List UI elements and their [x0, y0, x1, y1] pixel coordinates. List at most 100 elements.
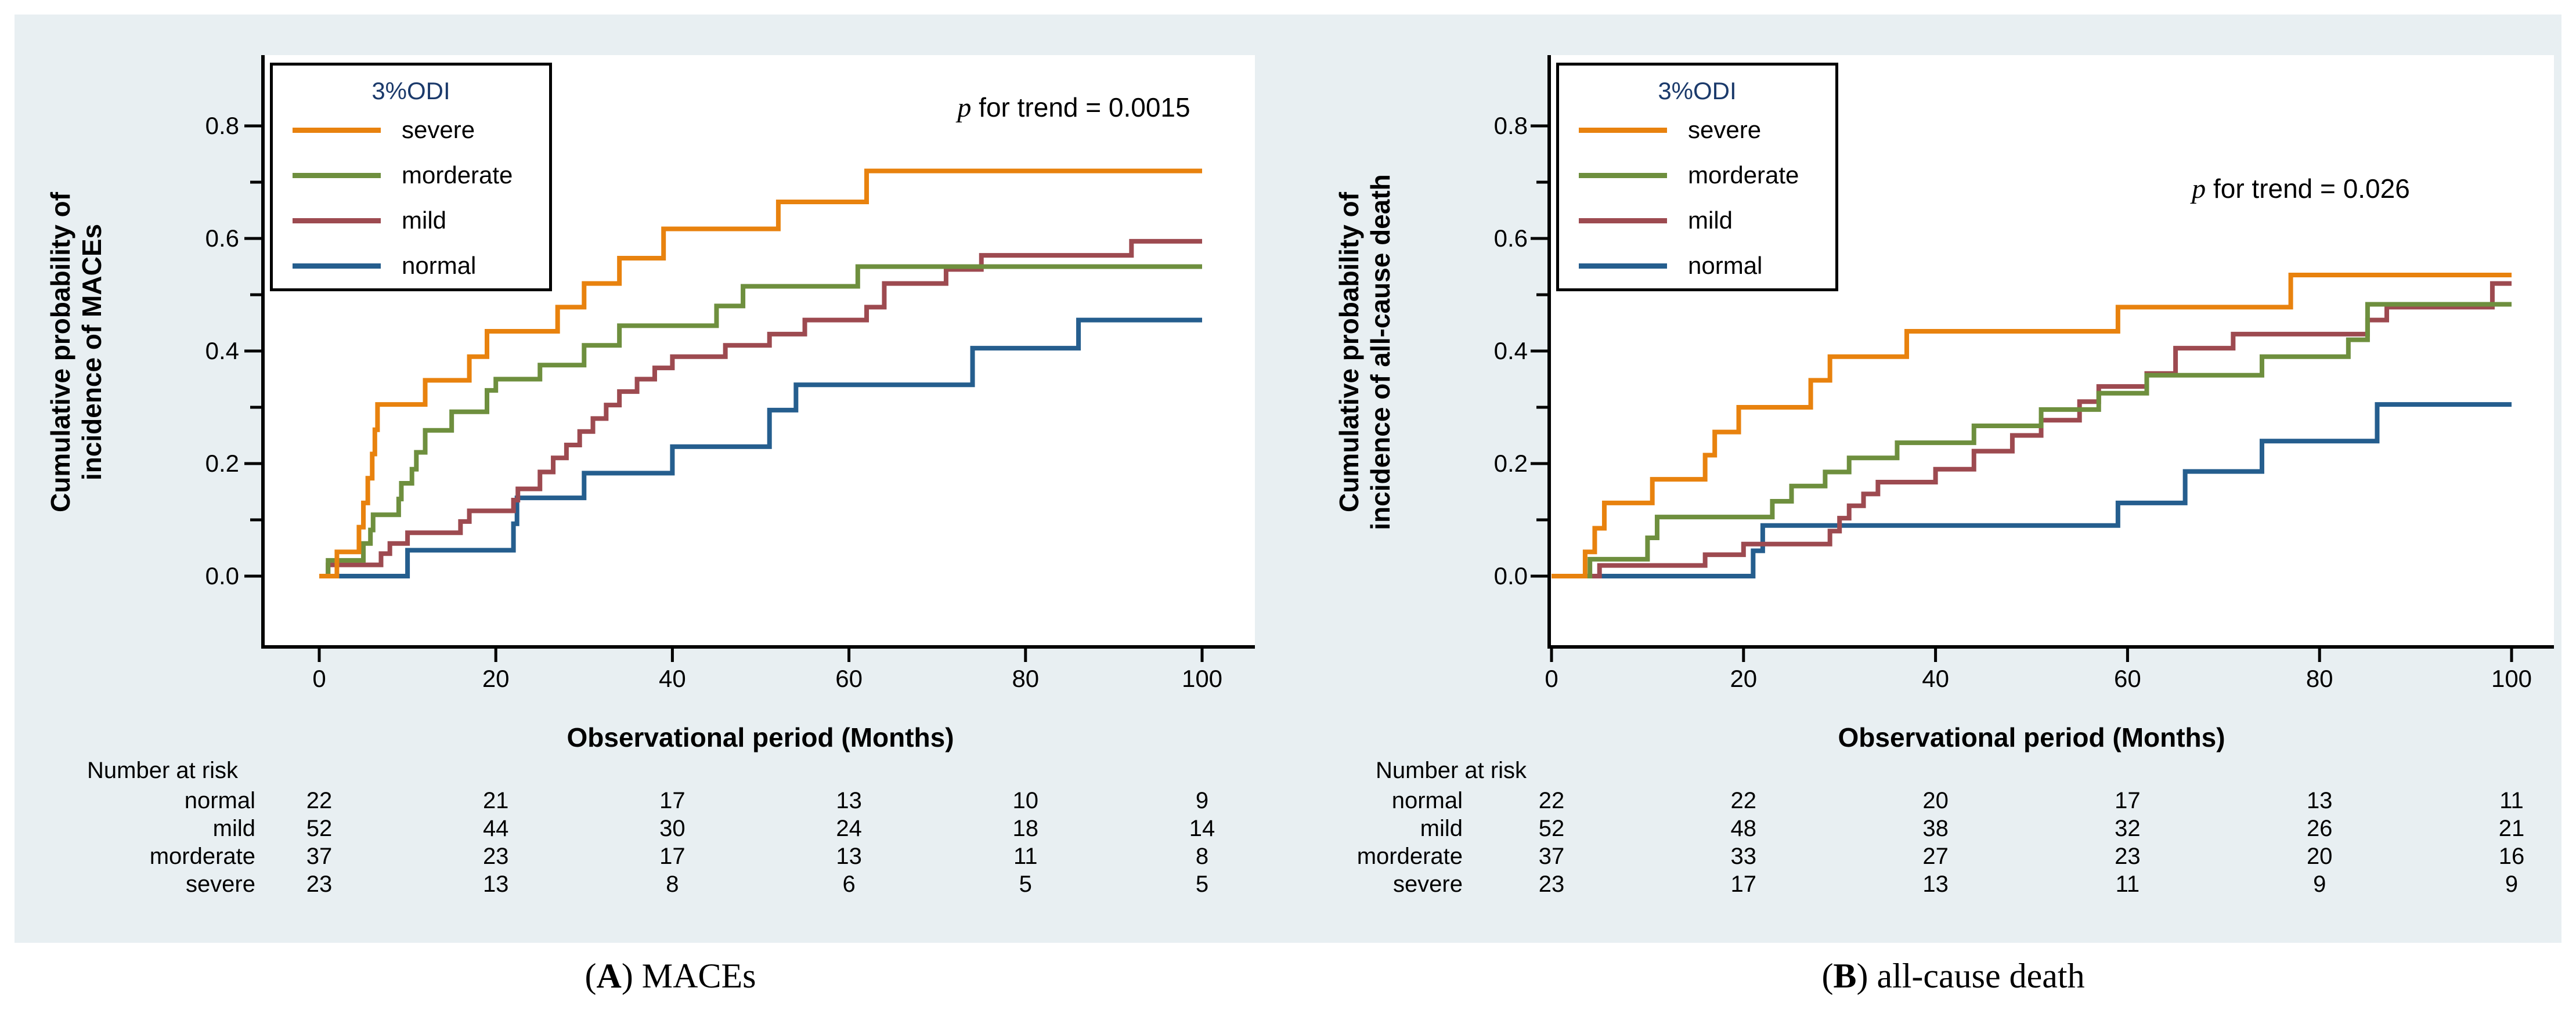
- legend-label-normal: normal: [402, 252, 477, 279]
- y-axis-title-death: Cumulative probability of incidence of a…: [1333, 4, 1395, 700]
- legend-item-severe-b: severe: [1559, 107, 1835, 153]
- y-axis-title-maces-line2: incidence of MACEs: [77, 223, 107, 481]
- risk-cell-severe-20-B: 17: [1730, 871, 1757, 897]
- risk-cell-severe-60-B: 11: [2115, 871, 2140, 897]
- severe-line-swatch: [293, 127, 381, 133]
- x-tick-label: 100: [2491, 665, 2532, 692]
- p-italic-b: p: [2192, 173, 2206, 204]
- risk-cell-severe-40-A: 8: [666, 871, 679, 897]
- x-tick-label: 0: [312, 665, 326, 692]
- km-curve-mild-A: [319, 238, 1202, 578]
- y-tick-label: 0.2: [1493, 450, 1528, 477]
- km-curve-morderate-B: [1552, 302, 2512, 578]
- caption-a-letter: A: [596, 957, 622, 995]
- legend-item-normal: normal: [273, 243, 549, 288]
- caption-b-close: ): [1856, 957, 1868, 995]
- y-axis-title-maces: Cumulative probability of incidence of M…: [45, 4, 107, 700]
- risk-cell-mild-60-A: 24: [836, 816, 862, 841]
- x-tick-label: 60: [2114, 665, 2141, 692]
- caption-b-open: (: [1821, 957, 1834, 995]
- risk-row-label-morderate-b: morderate: [1356, 844, 1463, 869]
- risk-row-label-morderate-a: morderate: [149, 844, 255, 869]
- legend-label-normal-b: normal: [1688, 252, 1763, 279]
- x-tick-label: 80: [1012, 665, 1040, 692]
- risk-cell-severe-100-B: 9: [2505, 871, 2519, 897]
- risk-cell-normal-20-B: 22: [1730, 788, 1757, 813]
- y-tick-label: 0.8: [205, 112, 239, 139]
- legend-panel-a: 3%ODI severe morderate mild normal: [270, 63, 552, 291]
- caption-b-text: all-cause death: [1868, 957, 2085, 995]
- risk-cell-mild-40-A: 30: [659, 816, 686, 841]
- risk-cell-morderate-80-A: 11: [1013, 844, 1038, 869]
- y-tick-label: 0.4: [1493, 337, 1528, 364]
- risk-table-header-b: Number at risk: [1376, 758, 1527, 783]
- caption-panel-a: (A) MACEs: [585, 956, 756, 996]
- y-axis-title-maces-line1: Cumulative probability of: [45, 191, 75, 513]
- risk-cell-severe-0-B: 23: [1538, 871, 1565, 897]
- legend-item-normal-b: normal: [1559, 243, 1835, 288]
- risk-cell-morderate-80-B: 20: [2306, 844, 2333, 869]
- risk-cell-morderate-0-B: 37: [1538, 844, 1565, 869]
- caption-a-open: (: [585, 957, 597, 995]
- legend-panel-b: 3%ODI severe morderate mild normal: [1556, 63, 1838, 291]
- risk-cell-morderate-20-A: 23: [482, 844, 509, 869]
- legend-label-severe: severe: [402, 116, 475, 143]
- risk-cell-mild-20-A: 44: [482, 816, 509, 841]
- risk-cell-severe-80-B: 9: [2313, 871, 2326, 897]
- risk-cell-mild-60-B: 32: [2115, 816, 2141, 841]
- p-trend-annotation-a: p for trend = 0.0015: [957, 92, 1190, 124]
- legend-label-mild: mild: [402, 207, 447, 234]
- risk-cell-normal-0-B: 22: [1538, 788, 1565, 813]
- caption-b-letter: B: [1833, 957, 1857, 995]
- risk-row-label-severe-a: severe: [185, 871, 255, 897]
- x-tick-label: 40: [1922, 665, 1949, 692]
- risk-cell-morderate-60-B: 23: [2115, 844, 2141, 869]
- risk-cell-mild-20-B: 48: [1730, 816, 1757, 841]
- km-curve-morderate-A: [319, 264, 1202, 578]
- risk-row-label-normal-b: normal: [1391, 788, 1463, 813]
- risk-cell-mild-80-B: 26: [2306, 816, 2333, 841]
- y-axis-title-death-line1: Cumulative probability of: [1334, 191, 1364, 513]
- risk-cell-normal-100-A: 9: [1195, 788, 1209, 813]
- risk-cell-severe-40-B: 13: [1922, 871, 1949, 897]
- risk-cell-mild-0-B: 52: [1538, 816, 1565, 841]
- y-tick-label: 0.8: [1493, 112, 1528, 139]
- p-trend-text-b: for trend = 0.026: [2206, 173, 2410, 204]
- risk-cell-severe-100-A: 5: [1195, 871, 1209, 897]
- y-tick-label: 0.4: [205, 337, 239, 364]
- risk-cell-morderate-40-A: 17: [659, 844, 686, 869]
- risk-cell-normal-40-A: 17: [659, 788, 686, 813]
- legend-item-mild: mild: [273, 198, 549, 243]
- severe-line-swatch-b: [1579, 127, 1667, 133]
- risk-cell-mild-100-B: 21: [2498, 816, 2525, 841]
- km-curve-severe-B: [1552, 273, 2512, 578]
- risk-cell-normal-80-A: 10: [1012, 788, 1039, 813]
- legend-item-morderate-b: morderate: [1559, 153, 1835, 198]
- legend-title-b: 3%ODI: [1658, 77, 1737, 104]
- risk-cell-normal-40-B: 20: [1922, 788, 1949, 813]
- mild-line-swatch: [293, 218, 381, 223]
- legend-title-a: 3%ODI: [371, 77, 450, 104]
- y-tick-label: 0.0: [1493, 562, 1528, 589]
- normal-line-swatch: [293, 263, 381, 269]
- legend-item-mild-b: mild: [1559, 198, 1835, 243]
- y-tick-label: 0.2: [205, 450, 239, 477]
- risk-cell-severe-80-A: 5: [1019, 871, 1032, 897]
- x-tick-label: 40: [659, 665, 686, 692]
- caption-panel-b: (B) all-cause death: [1821, 956, 2084, 996]
- legend-label-mild-b: mild: [1688, 207, 1733, 234]
- km-curve-normal-B: [1552, 402, 2512, 578]
- legend-item-morderate: morderate: [273, 153, 549, 198]
- x-tick-label: 0: [1545, 665, 1558, 692]
- risk-cell-severe-60-A: 6: [842, 871, 856, 897]
- risk-row-label-mild-a: mild: [212, 816, 255, 841]
- risk-cell-morderate-20-B: 33: [1730, 844, 1757, 869]
- normal-line-swatch-b: [1579, 263, 1667, 269]
- p-italic-a: p: [957, 92, 972, 123]
- risk-cell-normal-20-A: 21: [482, 788, 509, 813]
- risk-row-label-normal-a: normal: [184, 788, 255, 813]
- risk-cell-normal-60-A: 13: [836, 788, 862, 813]
- legend-item-severe: severe: [273, 107, 549, 153]
